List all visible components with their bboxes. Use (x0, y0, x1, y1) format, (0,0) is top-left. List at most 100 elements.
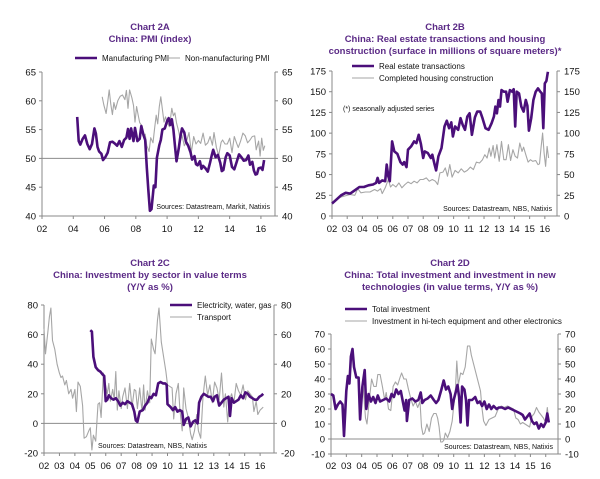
y-tick-label-right: -20 (281, 449, 295, 460)
y-tick-label-right: 175 (564, 67, 580, 78)
y-tick-label-right: 50 (564, 170, 575, 181)
series-line-real-estate-transactions (331, 71, 550, 205)
x-tick-label: 12 (479, 461, 490, 472)
y-tick-label-left: 60 (25, 96, 36, 107)
series-line-manufacturing-pmi (75, 116, 266, 213)
y-tick-label-left: 55 (25, 125, 36, 136)
y-tick-label-left: 20 (27, 389, 38, 400)
x-tick-label: 02 (327, 224, 338, 235)
y-tick-label-right: 40 (282, 212, 293, 223)
x-tick-label: 14 (224, 224, 235, 235)
chart-subtitle: China: PMI (index) (109, 34, 192, 45)
y-tick-label-right: 0 (565, 435, 570, 446)
footnote: (*) seasonally adjusted series (343, 106, 435, 113)
legend-label: Real estate transactions (379, 62, 465, 71)
y-tick-label-left: 175 (310, 67, 326, 78)
legend-label: Transport (197, 313, 232, 322)
x-tick-label: 07 (116, 461, 127, 472)
y-tick-label-right: 60 (282, 96, 293, 107)
y-tick-label-left: 50 (25, 154, 36, 165)
chart-subtitle: China: Investment by sector in value ter… (53, 270, 247, 281)
y-tick-label-right: 125 (564, 108, 580, 119)
y-tick-label-right: 60 (565, 345, 576, 356)
y-tick-label-right: 75 (564, 149, 575, 160)
x-tick-label: 02 (39, 461, 50, 472)
x-tick-label: 02 (37, 224, 48, 235)
x-tick-label: 03 (54, 461, 65, 472)
y-tick-label-right: 45 (282, 183, 293, 194)
x-tick-label: 12 (479, 224, 490, 235)
series-line-non-manufacturing-pmi (101, 89, 266, 157)
x-tick-label: 04 (357, 224, 368, 235)
x-tick-label: 11 (464, 461, 474, 472)
x-tick-label: 12 (193, 224, 204, 235)
y-tick-label-right: 55 (282, 125, 293, 136)
x-tick-label: 13 (209, 461, 220, 472)
x-tick-label: 14 (224, 461, 235, 472)
y-tick-label-right: 150 (564, 87, 580, 98)
y-tick-label-left: 50 (314, 360, 325, 371)
y-tick-label-right: 65 (282, 68, 293, 79)
y-tick-label-left: 0 (320, 435, 325, 446)
y-tick-label-right: 80 (281, 301, 292, 312)
y-tick-label-left: -20 (24, 449, 38, 460)
y-tick-label-left: 40 (27, 360, 38, 371)
chart-title: Chart 2A (130, 22, 170, 33)
x-tick-label: 13 (494, 461, 505, 472)
y-tick-label-right: 20 (565, 405, 576, 416)
x-tick-label: 04 (68, 224, 79, 235)
y-tick-label-left: 30 (314, 390, 325, 401)
chart-title: Chart 2B (425, 22, 465, 33)
x-tick-label: 13 (494, 224, 505, 235)
y-tick-label-right: 40 (281, 360, 292, 371)
x-tick-label: 06 (387, 461, 398, 472)
x-tick-label: 11 (464, 224, 474, 235)
chart-title: Chart 2D (430, 258, 470, 269)
y-tick-label-right: 60 (281, 330, 292, 341)
chart-subtitle: (Y/Y as %) (127, 282, 173, 293)
x-tick-label: 04 (356, 461, 367, 472)
y-tick-label-left: 100 (310, 129, 326, 140)
legend-label: Investment in hi-tech equipment and othe… (372, 317, 562, 326)
x-tick-label: 09 (147, 461, 158, 472)
y-tick-label-left: 20 (314, 405, 325, 416)
source-note: Sources: Datastream, NBS, Natixis (98, 443, 207, 450)
chart-subtitle: construction (surface in millions of squ… (329, 46, 562, 57)
y-tick-label-right: 25 (564, 191, 575, 202)
x-tick-label: 06 (388, 224, 399, 235)
x-tick-label: 16 (256, 224, 267, 235)
x-tick-label: 02 (326, 461, 337, 472)
x-tick-label: 09 (433, 461, 444, 472)
x-tick-label: 07 (402, 461, 413, 472)
y-tick-label-left: 50 (315, 170, 326, 181)
y-tick-label-left: 10 (314, 420, 325, 431)
x-tick-label: 05 (85, 461, 96, 472)
y-tick-label-left: 0 (321, 212, 326, 223)
y-tick-label-left: 0 (33, 419, 38, 430)
x-tick-label: 14 (509, 224, 520, 235)
x-tick-label: 14 (510, 461, 521, 472)
legend-label: Total investment (372, 305, 431, 314)
y-tick-label-right: 100 (564, 129, 580, 140)
x-tick-label: 03 (341, 461, 352, 472)
x-tick-label: 16 (255, 461, 266, 472)
x-tick-label: 12 (193, 461, 204, 472)
x-tick-label: 15 (524, 224, 535, 235)
y-tick-label-left: 60 (27, 330, 38, 341)
y-tick-label-right: -10 (565, 450, 579, 461)
x-tick-label: 05 (372, 461, 383, 472)
y-tick-label-left: 60 (314, 345, 325, 356)
chart-subtitle: China: Total investment and investment i… (344, 270, 556, 281)
x-tick-label: 07 (403, 224, 414, 235)
y-tick-label-left: 150 (310, 87, 326, 98)
legend-label: Completed housing construction (379, 74, 493, 83)
y-tick-label-left: 40 (25, 212, 36, 223)
chart-subtitle: China: Real estate transactions and hous… (345, 34, 546, 45)
series-line-total-investment (330, 347, 551, 438)
x-tick-label: 08 (418, 461, 429, 472)
